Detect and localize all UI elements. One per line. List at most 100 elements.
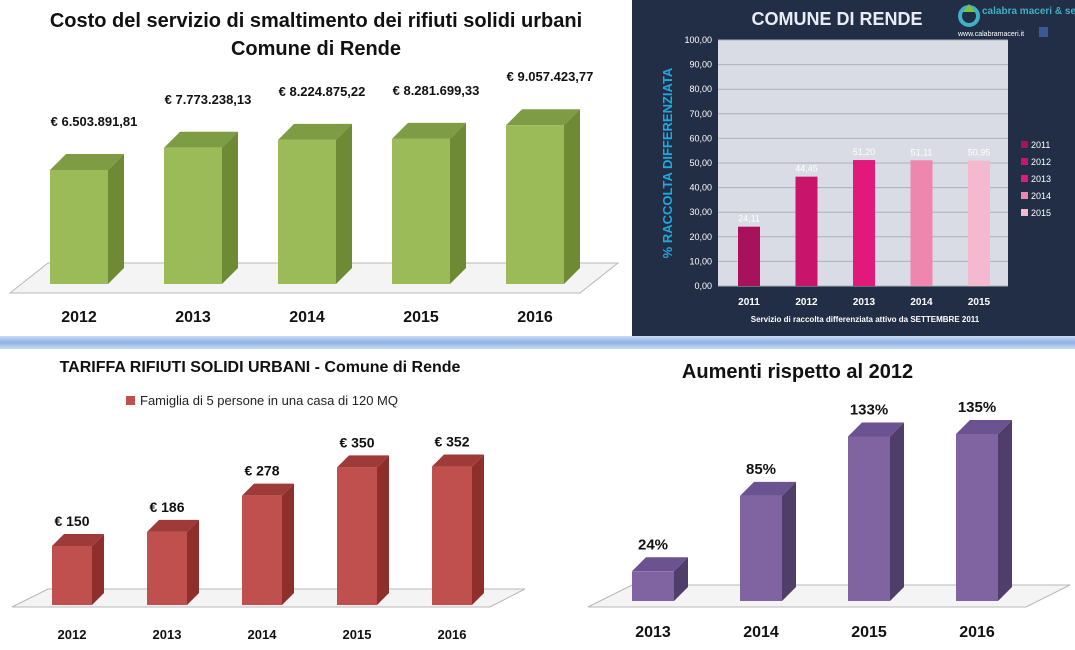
- data-label: € 8.281.699,33: [393, 83, 480, 98]
- category-label: 2013: [175, 309, 211, 326]
- category-label: 2013: [853, 297, 876, 308]
- data-label: € 6.503.891,81: [51, 114, 138, 129]
- bar-side: [222, 131, 238, 284]
- cost-chart-title: Costo del servizio di smaltimento dei ri…: [49, 10, 583, 32]
- y-tick-label: 100,00: [684, 35, 712, 45]
- bar-top: [956, 420, 1012, 434]
- category-label: 2015: [343, 627, 372, 642]
- bar-front: [506, 125, 564, 284]
- bar-side: [564, 109, 580, 284]
- category-label: 2016: [517, 309, 553, 326]
- bar-2013: [632, 557, 688, 601]
- y-tick-label: 20,00: [689, 232, 712, 242]
- bar-top: [432, 454, 484, 467]
- bar-2016: [432, 454, 484, 605]
- x-axis-title: Servizio di raccolta differenziata attiv…: [751, 315, 980, 324]
- category-label: 2016: [438, 627, 467, 642]
- bar-front: [147, 531, 187, 605]
- recycling-chart-panel: COMUNE DI RENDE calabra maceri & servizi w…: [632, 0, 1075, 336]
- brand-name: calabra maceri & servizi: [982, 6, 1075, 17]
- bar-top: [632, 557, 688, 572]
- facebook-icon: [1039, 27, 1048, 37]
- brand-website: www.calabramaceri.it: [957, 31, 1024, 38]
- bar-2012: [50, 154, 124, 284]
- legend-swatch: [126, 396, 135, 405]
- y-axis-title: % RACCOLTA DIFFERENZIATA: [660, 67, 675, 258]
- y-tick-label: 50,00: [689, 158, 712, 168]
- bar-2011: [738, 226, 760, 286]
- bar-top: [50, 154, 124, 170]
- legend-label: 2012: [1031, 157, 1051, 167]
- bar-top: [506, 109, 580, 126]
- y-tick-label: 0,00: [694, 281, 712, 291]
- y-tick-label: 10,00: [689, 256, 712, 266]
- bar-front: [848, 436, 890, 601]
- bar-side: [782, 481, 796, 601]
- bar-2012: [52, 534, 104, 605]
- bar-2013: [853, 160, 875, 286]
- bar-side: [187, 519, 199, 605]
- recycling-chart-plot: COMUNE DI RENDE calabra maceri & servizi w…: [660, 4, 1075, 324]
- bar-2015: [392, 122, 466, 284]
- tariff-chart-panel: TARIFFA RIFIUTI SOLIDI URBANI - Comune d…: [0, 349, 540, 650]
- bar-top: [164, 131, 238, 148]
- data-label: € 278: [244, 463, 279, 479]
- bar-front: [50, 170, 108, 284]
- legend-swatch: [1021, 175, 1028, 182]
- bar-front: [740, 495, 782, 601]
- bar-side: [674, 557, 688, 601]
- y-tick-label: 80,00: [689, 84, 712, 94]
- legend-swatch: [1021, 141, 1028, 148]
- bar-top: [392, 122, 466, 139]
- bar-side: [890, 422, 904, 601]
- legend-swatch: [1021, 209, 1028, 216]
- bar-side: [92, 534, 104, 605]
- data-label: 85%: [746, 461, 776, 478]
- bar-side: [336, 123, 352, 285]
- data-label: 50,95: [968, 148, 991, 158]
- bar-front: [632, 571, 674, 601]
- bar-front: [392, 138, 450, 284]
- y-tick-label: 90,00: [689, 60, 712, 70]
- data-label: € 186: [149, 499, 184, 515]
- tariff-chart-plot: € 150 2012 € 186 2013 € 278 2014 € 350 2015 € 35…: [11, 393, 526, 642]
- category-label: 2014: [743, 624, 779, 641]
- bar-2012: [795, 176, 818, 286]
- bar-front: [278, 139, 336, 284]
- data-label: € 150: [54, 513, 89, 529]
- bar-2015: [848, 422, 904, 601]
- data-label: 51,11: [911, 147, 933, 157]
- category-label: 2013: [635, 624, 671, 641]
- bar-front: [52, 546, 92, 605]
- y-tick-label: 30,00: [689, 207, 712, 217]
- data-label: 24%: [638, 536, 668, 553]
- category-label: 2011: [738, 297, 760, 308]
- tariff-chart-title: TARIFFA RIFIUTI SOLIDI URBANI - Comune d…: [59, 359, 461, 376]
- bar-front: [432, 466, 472, 605]
- cost-chart-subtitle: Comune di Rende: [230, 38, 401, 60]
- bar-top: [740, 481, 796, 496]
- bar-2014: [242, 483, 294, 605]
- bar-top: [337, 455, 389, 468]
- data-label: 51,20: [853, 147, 876, 157]
- y-tick-label: 70,00: [689, 109, 712, 119]
- data-label: 135%: [958, 399, 996, 416]
- category-label: 2015: [403, 309, 439, 326]
- bar-front: [337, 467, 377, 605]
- bar-side: [108, 154, 124, 284]
- recycling-chart-title: COMUNE DI RENDE: [751, 9, 922, 29]
- category-label: 2014: [248, 627, 278, 642]
- bar-top: [147, 519, 199, 532]
- bar-2015: [337, 455, 389, 605]
- data-label: € 350: [339, 434, 374, 450]
- bar-side: [282, 483, 294, 605]
- data-label: € 8.224.875,22: [279, 84, 366, 99]
- category-label: 2012: [61, 309, 97, 326]
- legend-swatch: [1021, 192, 1028, 199]
- increase-chart-panel: Aumenti rispetto al 2012 24% 2013 85% 2014 1…: [540, 349, 1075, 650]
- increase-chart-title: Aumenti rispetto al 2012: [681, 361, 914, 383]
- bar-2014: [278, 123, 352, 285]
- bar-side: [998, 420, 1012, 601]
- data-label: € 352: [434, 434, 469, 450]
- data-label: € 9.057.423,77: [507, 69, 594, 84]
